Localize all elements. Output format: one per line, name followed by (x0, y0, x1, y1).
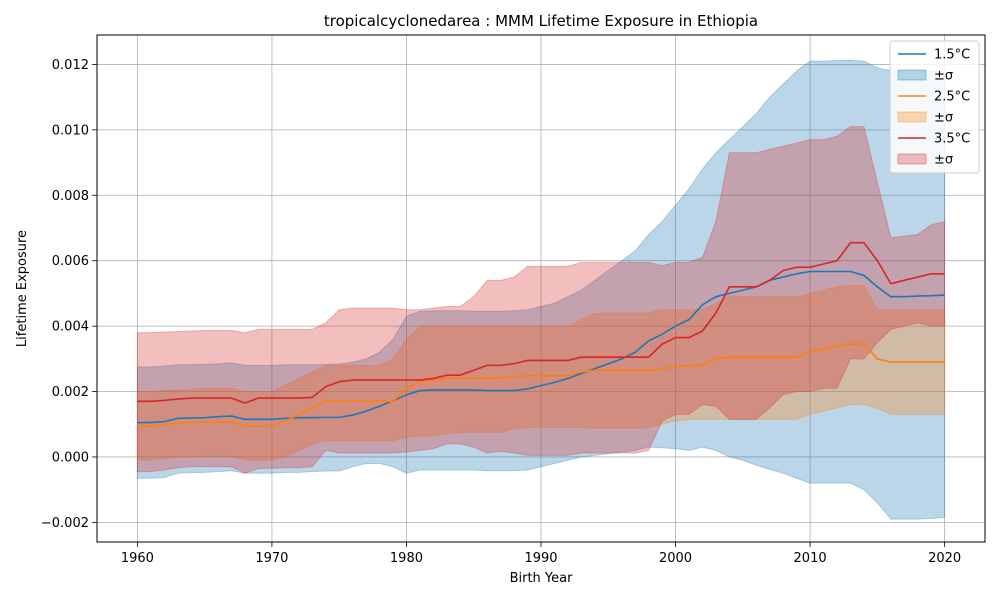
y-tick-label: 0.004 (52, 320, 89, 335)
legend-band-label: ±σ (934, 69, 953, 84)
y-axis-label: Lifetime Exposure (15, 230, 30, 347)
legend-band-swatch (897, 111, 927, 123)
x-tick-label: 1990 (524, 551, 557, 566)
legend-label: 3.5°C (934, 132, 970, 147)
y-tick-label: 0.002 (52, 385, 89, 400)
legend-band-swatch (897, 153, 927, 165)
line-series-2 (137, 343, 945, 427)
legend-band-label: ±σ (934, 111, 953, 126)
x-tick-label: 1960 (121, 551, 154, 566)
line-series-1 (137, 270, 945, 424)
legend-label: 2.5°C (934, 90, 970, 105)
grid-layer (97, 35, 985, 542)
x-axis-label: Birth Year (510, 571, 574, 586)
x-tick-label: 2010 (794, 551, 827, 566)
line-series-3 (137, 241, 945, 404)
x-tick-label: 2000 (659, 551, 692, 566)
line-layer (137, 241, 945, 427)
band-series-3 (136, 126, 946, 474)
y-tick-label: 0.000 (52, 450, 89, 465)
x-tick-label: 2020 (928, 551, 961, 566)
legend-band-label: ±σ (934, 153, 953, 168)
legend-label: 1.5°C (934, 48, 970, 63)
y-tick-label: 0.012 (52, 58, 89, 73)
y-tick-label: 0.008 (52, 189, 89, 204)
band-layer (136, 59, 946, 520)
chart-title: tropicalcyclonedarea : MMM Lifetime Expo… (324, 12, 758, 30)
y-tick-label: 0.006 (52, 254, 89, 269)
y-tick-label: 0.010 (52, 123, 89, 138)
legend: 1.5°C ±σ 2.5°C ±σ 3.5°C ±σ (889, 40, 980, 174)
x-tick-label: 1970 (255, 551, 288, 566)
tick-layer: 1960 1970 1980 1990 2000 2010 2020 −0.002 0.000 0… (41, 58, 961, 566)
x-tick-label: 1980 (390, 551, 423, 566)
y-tick-label: −0.002 (41, 516, 89, 531)
legend-band-swatch (897, 69, 927, 81)
band-series-1 (136, 59, 946, 520)
legend-box (889, 40, 980, 174)
band-series-2 (136, 284, 946, 461)
